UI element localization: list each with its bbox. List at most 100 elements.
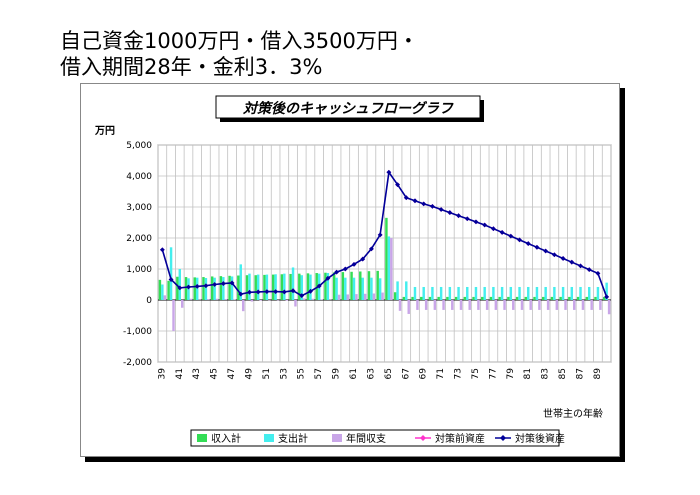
after-assets-point <box>308 288 313 294</box>
annual-balance-bar <box>468 300 471 310</box>
annual-balance-bar <box>180 300 184 308</box>
annual-balance-bar <box>555 300 559 310</box>
y-tick-label: -2,000 <box>123 358 152 368</box>
after-assets-point <box>560 256 566 261</box>
income-bar <box>350 271 353 300</box>
after-assets-point <box>159 247 165 253</box>
x-tick-label: 77 <box>488 368 498 379</box>
y-tick-label: 1,000 <box>126 265 152 275</box>
after-assets-point <box>334 269 339 275</box>
expense-bar <box>561 286 565 300</box>
after-assets-point <box>438 207 444 212</box>
x-tick-label: 65 <box>384 368 394 379</box>
expense-bar <box>352 277 356 300</box>
expense-bar <box>535 286 539 300</box>
annual-balance-bar <box>285 300 288 301</box>
y-tick-label: 5,000 <box>126 141 152 151</box>
annual-balance-bar <box>363 293 367 300</box>
after-assets-point <box>316 283 322 289</box>
expense-bar <box>178 269 181 300</box>
after-assets-point <box>403 195 409 201</box>
chart-frame: 対策後のキャッシュフローグラフ 万円 5,000 4,000 3,000 2,000 1,0… <box>80 83 620 457</box>
expense-bar <box>527 286 530 300</box>
expense-bar <box>169 247 173 300</box>
x-tick-label: 67 <box>401 368 411 379</box>
expense-bar <box>405 281 408 300</box>
expense-bar <box>492 286 495 300</box>
after-assets-point <box>203 283 209 289</box>
annual-balance-bar <box>459 300 463 310</box>
y-tick-label: 4,000 <box>126 172 152 182</box>
income-bar <box>367 271 371 300</box>
income-bar <box>245 275 249 300</box>
annual-balance-bar <box>294 300 297 307</box>
annual-balance-bar <box>581 300 585 310</box>
x-tick-label: 87 <box>576 368 586 379</box>
expense-bar <box>300 275 303 300</box>
expense-bar <box>605 282 608 300</box>
annual-balance-bar <box>390 238 393 300</box>
income-bar <box>176 276 179 300</box>
after-assets-point <box>412 198 418 204</box>
income-bar <box>533 296 536 300</box>
y-tick-label: 3,000 <box>126 203 152 213</box>
annual-balance-bar <box>416 300 419 310</box>
income-bar <box>359 271 362 300</box>
annual-balance-bar <box>546 300 550 310</box>
expense-bar <box>256 274 260 300</box>
annual-balance-bar <box>233 299 236 300</box>
after-assets-point <box>369 246 374 252</box>
x-tick-label: 63 <box>366 368 376 379</box>
expense-bar <box>396 281 399 300</box>
after-assets-point <box>168 277 174 282</box>
income-bar <box>472 296 475 300</box>
annual-balance-bar <box>564 300 567 310</box>
expense-bar <box>413 286 417 300</box>
annual-balance-bar <box>485 300 489 310</box>
after-assets-point <box>482 222 488 228</box>
annual-balance-bar <box>529 300 532 310</box>
expense-bar <box>378 278 382 300</box>
legend-income-label: 収入計 <box>211 432 241 445</box>
x-tick-label: 47 <box>227 368 237 379</box>
after-assets-point <box>255 289 261 295</box>
slide-title: 自己資金1000万円・借入3500万円・ 借入期間28年・金利3．3% <box>60 28 419 80</box>
annual-balance-bar <box>477 300 480 310</box>
income-bar <box>324 272 327 300</box>
after-assets-point <box>421 201 427 207</box>
x-tick-label: 41 <box>175 368 185 379</box>
after-assets-point <box>447 210 453 215</box>
income-bar <box>332 272 336 300</box>
expense-bar <box>161 284 164 300</box>
after-assets-point <box>430 203 435 209</box>
x-tick-label: 59 <box>332 368 342 380</box>
income-bar <box>481 296 484 300</box>
after-assets-point <box>229 280 235 286</box>
income-bar <box>237 275 240 300</box>
annual-balance-bar <box>224 299 227 300</box>
expense-bar <box>213 277 216 300</box>
income-bar <box>602 296 606 300</box>
expense-bar <box>230 276 234 300</box>
expense-bar <box>518 286 521 300</box>
income-bar <box>420 296 423 300</box>
after-assets-point <box>238 291 244 297</box>
expense-bar <box>570 286 574 300</box>
expense-bar <box>422 286 425 300</box>
after-assets-point <box>281 289 287 295</box>
income-bar <box>489 296 493 300</box>
income-bar <box>280 274 284 300</box>
x-tick-label: 43 <box>192 368 202 379</box>
expense-bar <box>457 286 460 300</box>
after-assets-line <box>161 170 608 298</box>
income-bar <box>507 296 510 300</box>
chart-title-box <box>215 95 481 119</box>
income-bar <box>498 296 501 300</box>
after-assets-point <box>456 213 461 219</box>
income-bar <box>585 296 589 300</box>
expense-bar <box>483 286 486 300</box>
annual-balance-bar <box>538 300 541 310</box>
legend-income-swatch <box>197 434 207 442</box>
annual-balance-bar <box>241 300 245 312</box>
annual-balance-bar <box>442 300 445 310</box>
